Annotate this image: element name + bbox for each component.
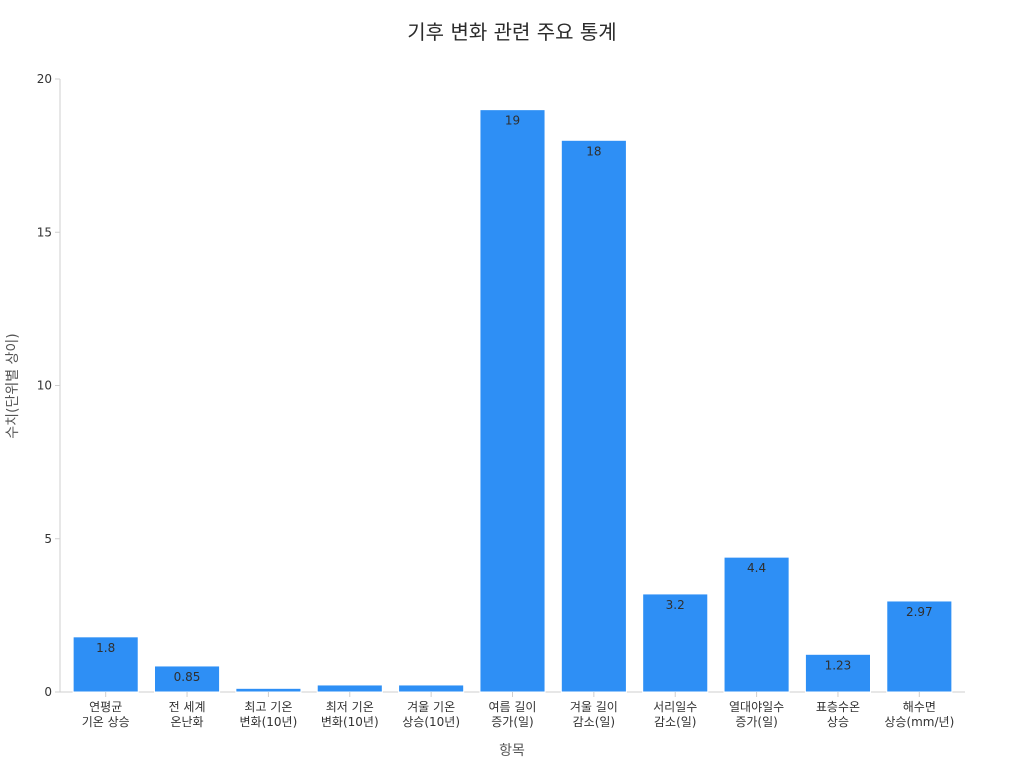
x-tick-label-line: 감소(일) [654, 715, 696, 729]
bar [398, 684, 465, 693]
bar [723, 556, 790, 693]
x-tick-label-line: 표층수온 [816, 700, 860, 714]
x-tick-label-line: 온난화 [170, 715, 203, 729]
y-ticks-group: 0 5 10 15 20 [37, 72, 60, 699]
x-tick-label-line: 열대야일수 [729, 700, 784, 714]
x-tick-label-line: 기온 상승 [82, 715, 130, 729]
x-tick-label: 열대야일수 증가(일) [729, 700, 784, 729]
x-tick-label-line: 겨울 기온 [407, 700, 455, 714]
x-axis-title: 항목 [499, 743, 525, 759]
bar [886, 600, 953, 693]
data-label: 2.97 [906, 605, 933, 619]
x-tick-label-line: 여름 길이 [489, 700, 537, 714]
bar [72, 636, 139, 693]
x-tick-label-line: 서리일수 [653, 700, 697, 714]
x-tick-label-line: 변화(10년) [321, 715, 379, 729]
data-label: 3.2 [666, 598, 685, 612]
data-label: 19 [505, 114, 520, 128]
x-tick-label: 표층수온 상승 [816, 700, 860, 729]
bar [479, 109, 546, 693]
bar [154, 665, 221, 693]
y-tick-label: 5 [44, 532, 52, 546]
bar [316, 684, 383, 693]
x-tick-label-line: 감소(일) [573, 715, 615, 729]
bar [560, 139, 627, 693]
x-tick-label-line: 겨울 길이 [570, 700, 618, 714]
x-tick-label-line: 최저 기온 [326, 700, 374, 714]
y-tick-label: 10 [37, 379, 52, 393]
data-label: 0.85 [174, 670, 201, 684]
x-tick-label: 해수면 상승(mm/년) [884, 700, 954, 729]
data-label: 1.23 [825, 658, 852, 672]
x-tick-label: 전 세계 온난화 [169, 700, 206, 729]
x-tick-label-line: 상승(mm/년) [884, 715, 954, 729]
y-tick-label: 15 [37, 225, 52, 239]
data-labels-group: 1.8 0.85 19 18 3.2 4.4 1.23 2.97 [96, 114, 933, 684]
x-tick-label-line: 해수면 [903, 700, 936, 714]
x-tick-label-line: 변화(10년) [240, 715, 298, 729]
x-tick-label: 연평균 기온 상승 [82, 700, 130, 729]
x-tick-label: 최저 기온 변화(10년) [321, 700, 379, 729]
data-label: 18 [586, 144, 601, 158]
bar [642, 593, 709, 693]
x-tick-label-line: 증가(일) [735, 715, 777, 729]
data-label: 1.8 [96, 641, 115, 655]
y-axis-title: 수치(단위별 상이) [5, 333, 21, 439]
data-label: 4.4 [747, 561, 766, 575]
x-tick-label-line: 최고 기온 [244, 700, 292, 714]
y-tick-label: 20 [37, 72, 52, 86]
x-tick-label-line: 증가(일) [491, 715, 533, 729]
x-tick-label: 서리일수 감소(일) [653, 700, 697, 729]
x-tick-label: 겨울 길이 감소(일) [570, 700, 618, 729]
x-tick-label-line: 상승(10년) [402, 715, 460, 729]
bar [235, 687, 302, 693]
x-tick-label-line: 전 세계 [169, 700, 206, 714]
chart-title: 기후 변화 관련 주요 통계 [407, 20, 616, 44]
bar [804, 653, 872, 693]
x-tick-label-line: 상승 [827, 715, 849, 729]
x-tick-label-line: 연평균 [89, 700, 122, 714]
x-tick-label: 최고 기온 변화(10년) [240, 700, 298, 729]
y-tick-label: 0 [44, 685, 52, 699]
x-tick-label: 겨울 기온 상승(10년) [402, 700, 460, 729]
bars-group [72, 109, 953, 693]
x-tick-label: 여름 길이 증가(일) [489, 700, 537, 729]
